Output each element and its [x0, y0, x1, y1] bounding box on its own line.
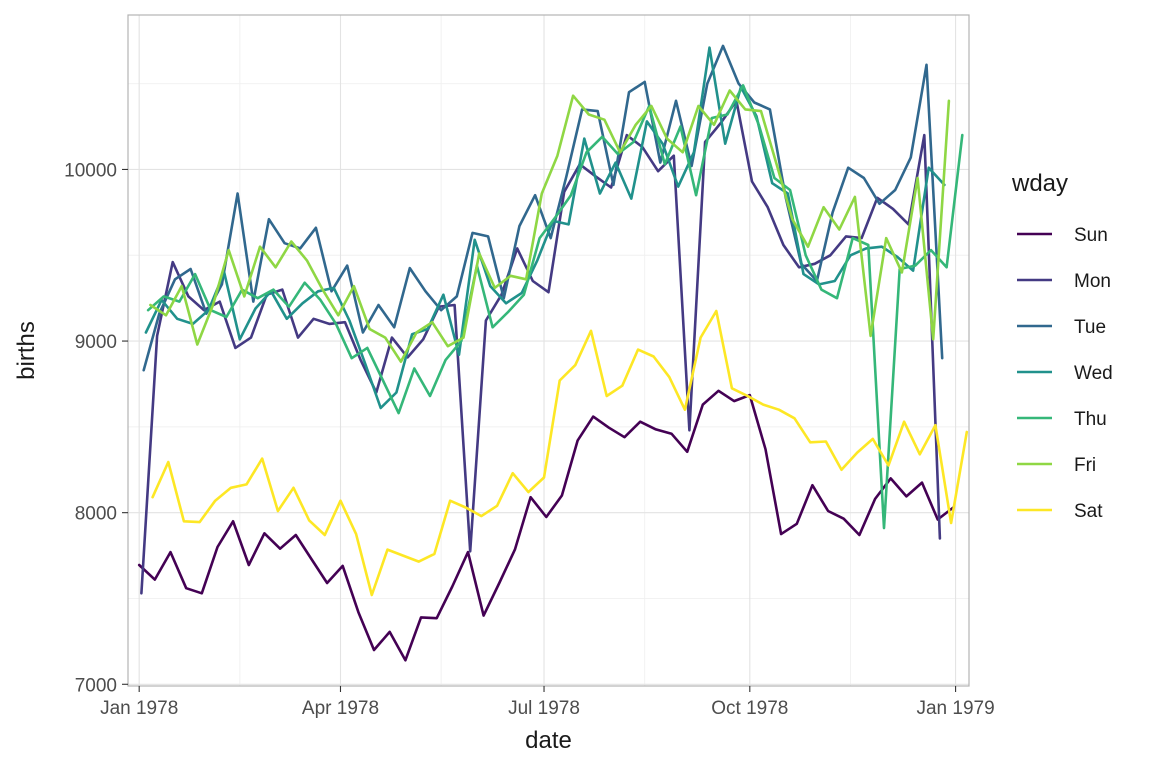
- panel-border: [127, 14, 970, 687]
- x-axis: Jan 1978 Apr 1978 Jul 1978 Oct 1978 Jan 1979: [100, 686, 995, 719]
- legend-item-sun: Sun: [1017, 225, 1108, 246]
- legend: wday Sun Mon Tue Wed Thu Fri Sat: [1011, 170, 1113, 522]
- legend-label: Fri: [1074, 455, 1096, 476]
- legend-item-fri: Fri: [1017, 455, 1096, 476]
- x-axis-title: date: [525, 727, 572, 754]
- x-tick-label: Jul 1978: [508, 698, 580, 719]
- series-line-fri: [149, 89, 951, 364]
- x-tick-label: Jan 1979: [916, 698, 994, 719]
- legend-item-thu: Thu: [1017, 409, 1107, 430]
- y-tick-label: 7000: [75, 675, 117, 696]
- y-tick-label: 9000: [75, 332, 117, 353]
- legend-item-tue: Tue: [1017, 317, 1106, 338]
- series-line-tue: [142, 44, 944, 372]
- x-tick-label: Jan 1978: [100, 698, 178, 719]
- y-tick-label: 10000: [64, 160, 117, 181]
- legend-label: Sat: [1074, 501, 1103, 522]
- legend-item-wed: Wed: [1017, 363, 1113, 384]
- legend-label: Thu: [1074, 409, 1107, 430]
- legend-label: Mon: [1074, 271, 1111, 292]
- legend-label: Sun: [1074, 225, 1108, 246]
- legend-title: wday: [1011, 170, 1068, 197]
- legend-item-mon: Mon: [1017, 271, 1111, 292]
- legend-label: Tue: [1074, 317, 1106, 338]
- series-line-sun: [137, 389, 955, 662]
- y-axis-title: births: [13, 321, 40, 380]
- series-line-wed: [144, 46, 946, 410]
- series-line-thu: [146, 84, 964, 530]
- series-line-sat: [151, 309, 969, 597]
- y-axis: 7000 8000 9000 10000: [64, 160, 128, 696]
- x-tick-label: Oct 1978: [711, 698, 788, 719]
- legend-item-sat: Sat: [1017, 501, 1103, 522]
- legend-label: Wed: [1074, 363, 1113, 384]
- series-lines: [137, 44, 969, 662]
- y-tick-label: 8000: [75, 504, 117, 525]
- x-tick-label: Apr 1978: [302, 698, 379, 719]
